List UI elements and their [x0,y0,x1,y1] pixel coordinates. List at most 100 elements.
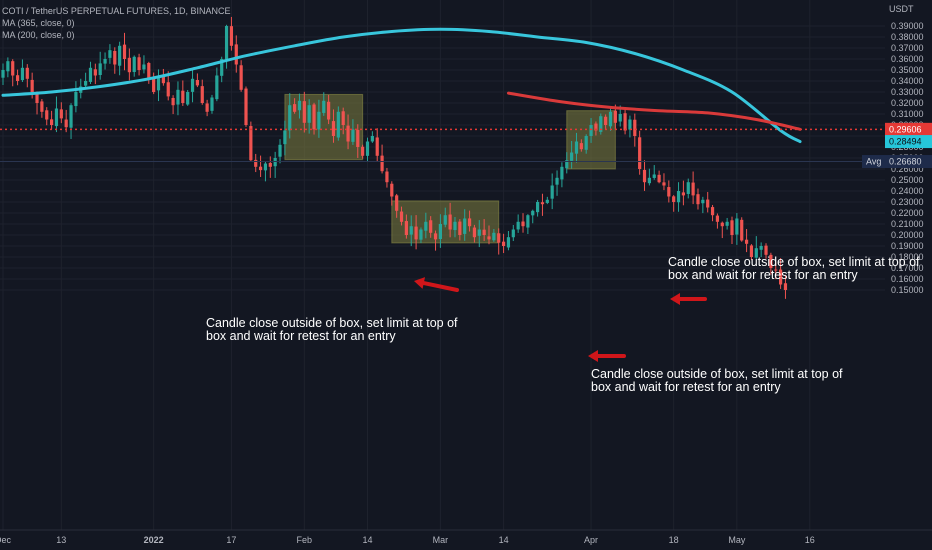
candle [331,109,336,143]
candle [429,216,433,238]
candle [647,168,651,186]
candle [638,130,642,175]
candle-body [579,143,583,150]
candle-body [477,229,481,236]
candle-body [584,136,588,150]
candle-body [40,101,44,112]
candle [536,199,540,217]
legend-ma-365[interactable]: MA (365, close, 0) [2,18,75,28]
candle-body [186,92,190,105]
candle-body [239,65,243,90]
candle-body [200,86,204,103]
price-tick-label: 0.38000 [891,32,924,42]
candle-body [433,233,438,240]
annotation-2-line-1: Candle close outside of box, set limit a… [668,255,920,269]
annotation-3-line-2: box and wait for retest for an entry [591,380,781,394]
candle-body [293,104,297,112]
candle-body [15,75,20,81]
candle [200,79,204,105]
candle-body [589,125,593,137]
time-tick-label: 14 [362,535,372,545]
candle [448,202,452,238]
time-tick-label: Dec [0,535,11,545]
candle [25,64,29,88]
candle [390,181,394,206]
candle [404,214,408,239]
candle-body [652,174,656,178]
candle [706,191,710,213]
annotation-1-line-2: box and wait for retest for an entry [206,329,396,343]
price-tag-ma-bg [885,135,932,149]
candle-body [93,69,97,76]
candle [399,206,404,226]
legend-ma-200[interactable]: MA (200, close, 0) [2,30,75,40]
candle-body [409,226,413,235]
price-tag-red-bg [885,122,932,136]
candle-body [565,160,569,169]
candle-body [458,221,462,235]
candle-body [156,75,161,91]
candle [127,48,131,81]
price-tag-red-text: 0.29606 [889,124,922,134]
candle-body [249,126,253,161]
candle-body [263,163,268,171]
ma-365-line [1,27,802,144]
candle-body [550,185,554,199]
candle [69,103,73,139]
candle-body [642,169,647,183]
candle-body [273,158,277,167]
candle-body [492,232,496,241]
candle-body [574,141,579,154]
candle [351,119,355,145]
price-tick-label: 0.32000 [891,98,924,108]
candle [293,98,297,114]
candle [361,144,365,159]
candle [288,93,292,139]
candle-body [516,221,520,230]
candle-body [783,283,788,290]
candle [176,81,180,116]
candle-body [453,221,457,231]
candle-body [769,254,773,268]
candle-body [35,93,39,103]
candle [769,252,773,275]
candle-body [297,100,302,111]
candle [516,214,520,233]
price-tick-label: 0.24000 [891,186,924,196]
candle [1,63,5,85]
legend-symbol[interactable]: COTI / TetherUS PERPETUAL FUTURES, 1D, B… [2,6,231,16]
candle [433,230,438,251]
candle-body [443,215,447,225]
price-tick-label: 0.16000 [891,274,924,284]
candle [302,91,306,133]
candle [599,113,603,135]
price-tag-red: 0.29606 [885,122,932,136]
candle-body [6,61,10,72]
candle [297,93,302,119]
candle [482,219,486,241]
time-axis[interactable]: Dec 13 2022 17 Feb 14 Mar 14 Apr 18 May 16 [0,529,932,550]
candle [327,94,331,125]
currency-label: USDT [889,4,914,14]
chart-legend: COTI / TetherUS PERPETUAL FUTURES, 1D, B… [2,5,231,41]
avg-value-bg [885,155,932,169]
candle-body [662,182,666,186]
candle-body [438,224,442,240]
candle-body [54,108,59,127]
candle [210,94,214,114]
candle [681,180,685,206]
candle [565,152,569,174]
candle [579,139,583,152]
candle-body [618,114,622,122]
price-tag-ma-text: 0.28494 [889,137,922,147]
candle-body [613,110,617,123]
candle-body [686,182,690,194]
candle-body [25,67,29,79]
candle-body [152,78,156,92]
candle [463,209,467,241]
price-tick-label: 0.31000 [891,109,924,119]
candle [215,67,219,102]
candle [477,220,481,248]
candle [385,167,389,188]
